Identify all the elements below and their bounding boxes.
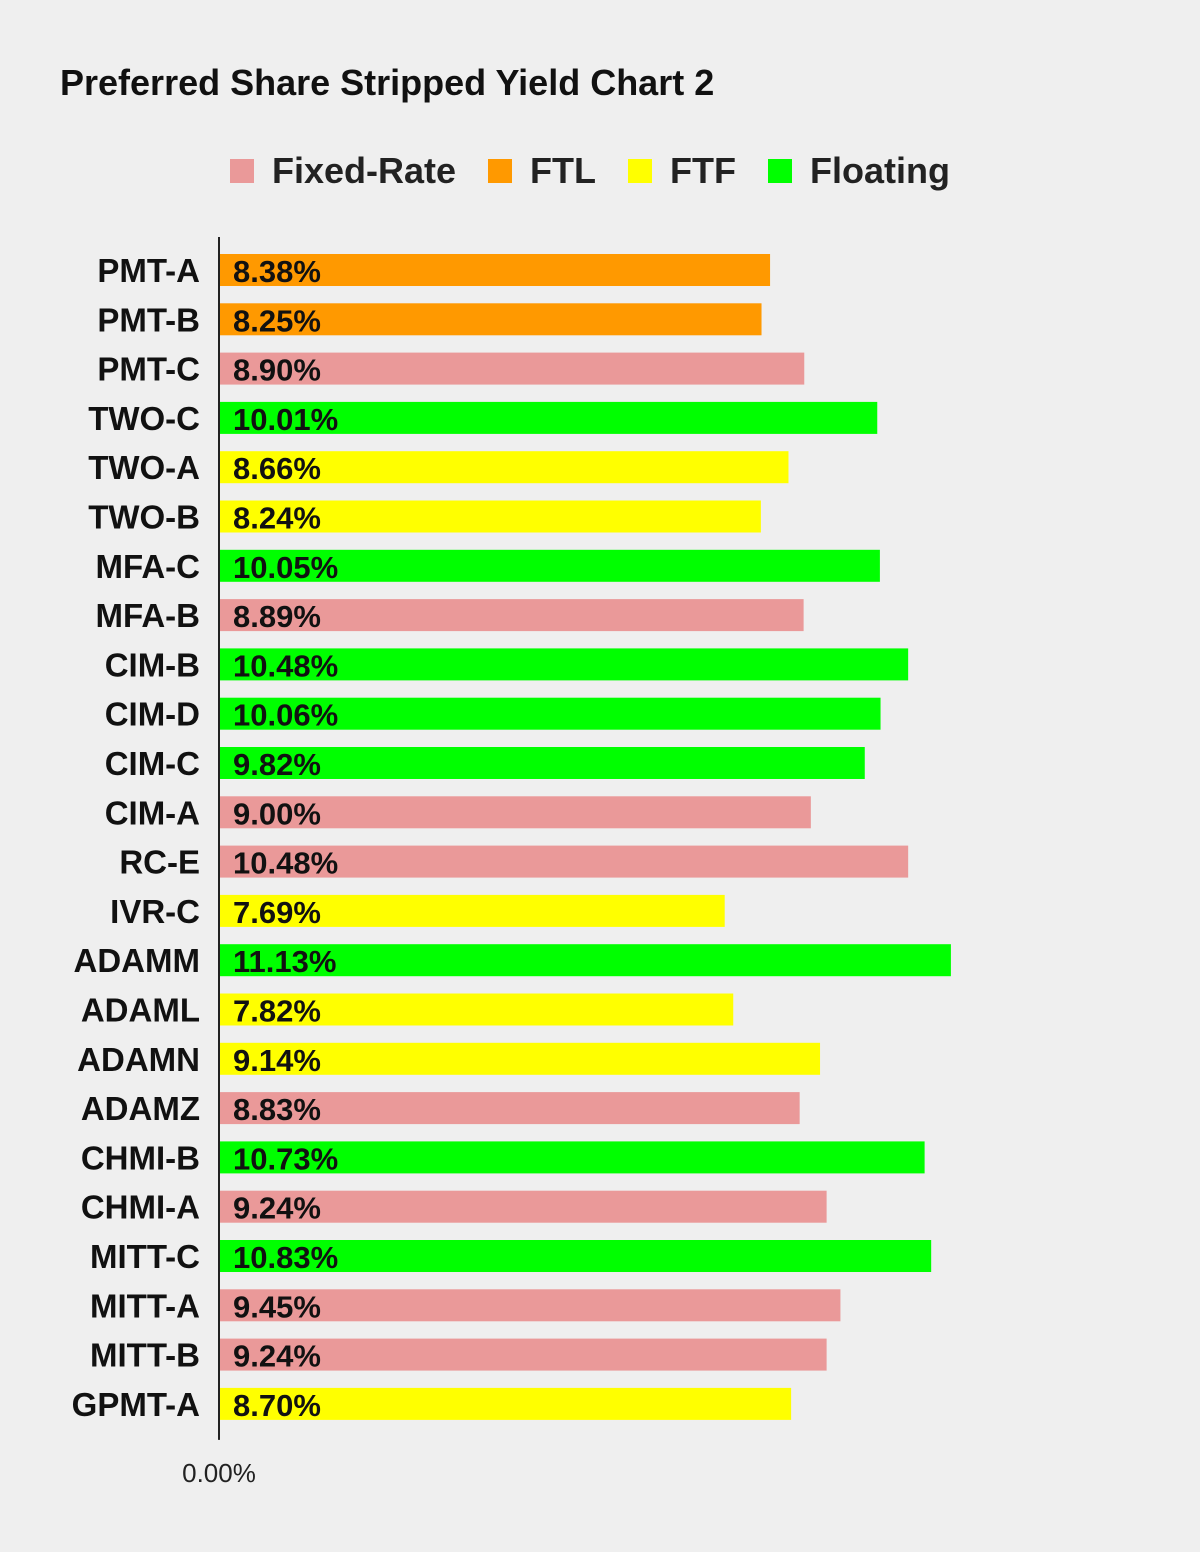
legend-swatch-floating: [768, 159, 793, 183]
data-label-mitt-c: 10.83%: [233, 1240, 338, 1275]
category-label-two-b: TWO-B: [88, 499, 200, 536]
bar-rc-e: [219, 845, 909, 878]
data-label-cim-a: 9.00%: [233, 796, 321, 831]
category-label-chmi-a: CHMI-A: [81, 1189, 200, 1226]
category-label-mfa-b: MFA-B: [96, 597, 200, 634]
bar-ivr-c: [219, 894, 725, 927]
category-label-mitt-a: MITT-A: [90, 1287, 200, 1324]
data-label-mitt-b: 9.24%: [233, 1339, 321, 1374]
category-label-mitt-c: MITT-C: [90, 1238, 200, 1275]
category-label-adamn: ADAMN: [77, 1041, 200, 1078]
bar-adaml: [219, 993, 734, 1026]
legend-item-ftf[interactable]: FTF: [628, 150, 736, 192]
category-label-pmt-a: PMT-A: [97, 252, 200, 289]
bar-cim-b: [219, 648, 909, 681]
bar-pmt-c: [219, 352, 805, 385]
legend-swatch-ftf: [628, 159, 653, 183]
category-label-rc-e: RC-E: [119, 844, 200, 881]
data-label-cim-b: 10.48%: [233, 648, 338, 683]
bar-gpmt-a: [219, 1387, 792, 1420]
category-label-cim-a: CIM-A: [105, 794, 200, 831]
bar-two-b: [219, 500, 761, 533]
category-label-mfa-c: MFA-C: [96, 548, 200, 585]
x-tick-label: 0.00%: [182, 1458, 256, 1488]
data-label-rc-e: 10.48%: [233, 846, 338, 881]
category-label-cim-c: CIM-C: [105, 745, 200, 782]
bar-cim-c: [219, 747, 865, 779]
data-label-chmi-a: 9.24%: [233, 1191, 321, 1226]
data-label-adaml: 7.82%: [233, 994, 321, 1029]
legend-item-floating[interactable]: Floating: [768, 150, 950, 192]
data-label-cim-c: 9.82%: [233, 747, 321, 782]
data-label-adamm: 11.13%: [233, 944, 336, 979]
data-label-pmt-a: 8.38%: [233, 254, 321, 289]
bar-pmt-b: [219, 303, 762, 336]
legend-swatch-fixed-rate: [230, 159, 254, 183]
bar-mitt-c: [219, 1240, 932, 1272]
data-label-chmi-b: 10.73%: [233, 1141, 338, 1176]
category-label-mitt-b: MITT-B: [90, 1337, 200, 1374]
category-label-gpmt-a: GPMT-A: [72, 1386, 200, 1423]
bar-mitt-b: [219, 1338, 827, 1371]
bar-cim-d: [219, 697, 881, 730]
chart-legend: Fixed-Rate FTL FTF Floating: [230, 150, 982, 192]
category-label-two-a: TWO-A: [88, 449, 200, 486]
legend-item-fixed-rate[interactable]: Fixed-Rate: [230, 150, 456, 192]
bar-adamz: [219, 1092, 800, 1125]
bar-two-c: [219, 401, 878, 434]
data-label-mfa-c: 10.05%: [233, 550, 338, 585]
category-label-chmi-b: CHMI-B: [81, 1139, 200, 1176]
legend-swatch-ftl: [488, 159, 513, 183]
data-label-two-a: 8.66%: [233, 451, 321, 486]
bar-mfa-c: [219, 549, 880, 582]
bar-pmt-a: [219, 254, 771, 286]
legend-item-ftl[interactable]: FTL: [488, 150, 596, 192]
data-label-two-c: 10.01%: [233, 402, 338, 437]
bar-chmi-b: [219, 1141, 925, 1174]
bar-adamm: [219, 944, 951, 977]
bar-mfa-b: [219, 599, 804, 632]
category-label-adamm: ADAMM: [74, 942, 200, 979]
category-label-adamz: ADAMZ: [81, 1090, 200, 1127]
bar-mitt-a: [219, 1289, 841, 1322]
data-label-mfa-b: 8.89%: [233, 599, 321, 634]
bar-adamn: [219, 1042, 821, 1075]
bar-two-a: [219, 451, 789, 484]
legend-label-ftf: FTF: [670, 150, 737, 191]
data-label-cim-d: 10.06%: [233, 698, 338, 733]
category-label-cim-b: CIM-B: [105, 646, 200, 683]
category-label-pmt-c: PMT-C: [97, 351, 200, 388]
data-label-gpmt-a: 8.70%: [233, 1388, 321, 1423]
data-label-adamn: 9.14%: [233, 1043, 321, 1078]
data-label-mitt-a: 9.45%: [233, 1289, 321, 1324]
bar-cim-a: [219, 796, 811, 829]
category-label-ivr-c: IVR-C: [110, 893, 200, 930]
data-label-pmt-b: 8.25%: [233, 303, 321, 338]
data-label-ivr-c: 7.69%: [233, 895, 321, 930]
bar-chmi-a: [219, 1190, 827, 1223]
legend-label-fixed-rate: Fixed-Rate: [272, 150, 457, 191]
chart-title: Preferred Share Stripped Yield Chart 2: [60, 62, 715, 103]
legend-label-ftl: FTL: [530, 150, 597, 191]
legend-label-floating: Floating: [810, 150, 950, 191]
data-label-pmt-c: 8.90%: [233, 353, 321, 388]
category-label-pmt-b: PMT-B: [97, 301, 200, 338]
category-label-cim-d: CIM-D: [105, 696, 200, 733]
category-label-two-c: TWO-C: [88, 400, 200, 437]
category-label-adaml: ADAML: [81, 992, 200, 1029]
data-label-adamz: 8.83%: [233, 1092, 321, 1127]
data-label-two-b: 8.24%: [233, 501, 321, 536]
